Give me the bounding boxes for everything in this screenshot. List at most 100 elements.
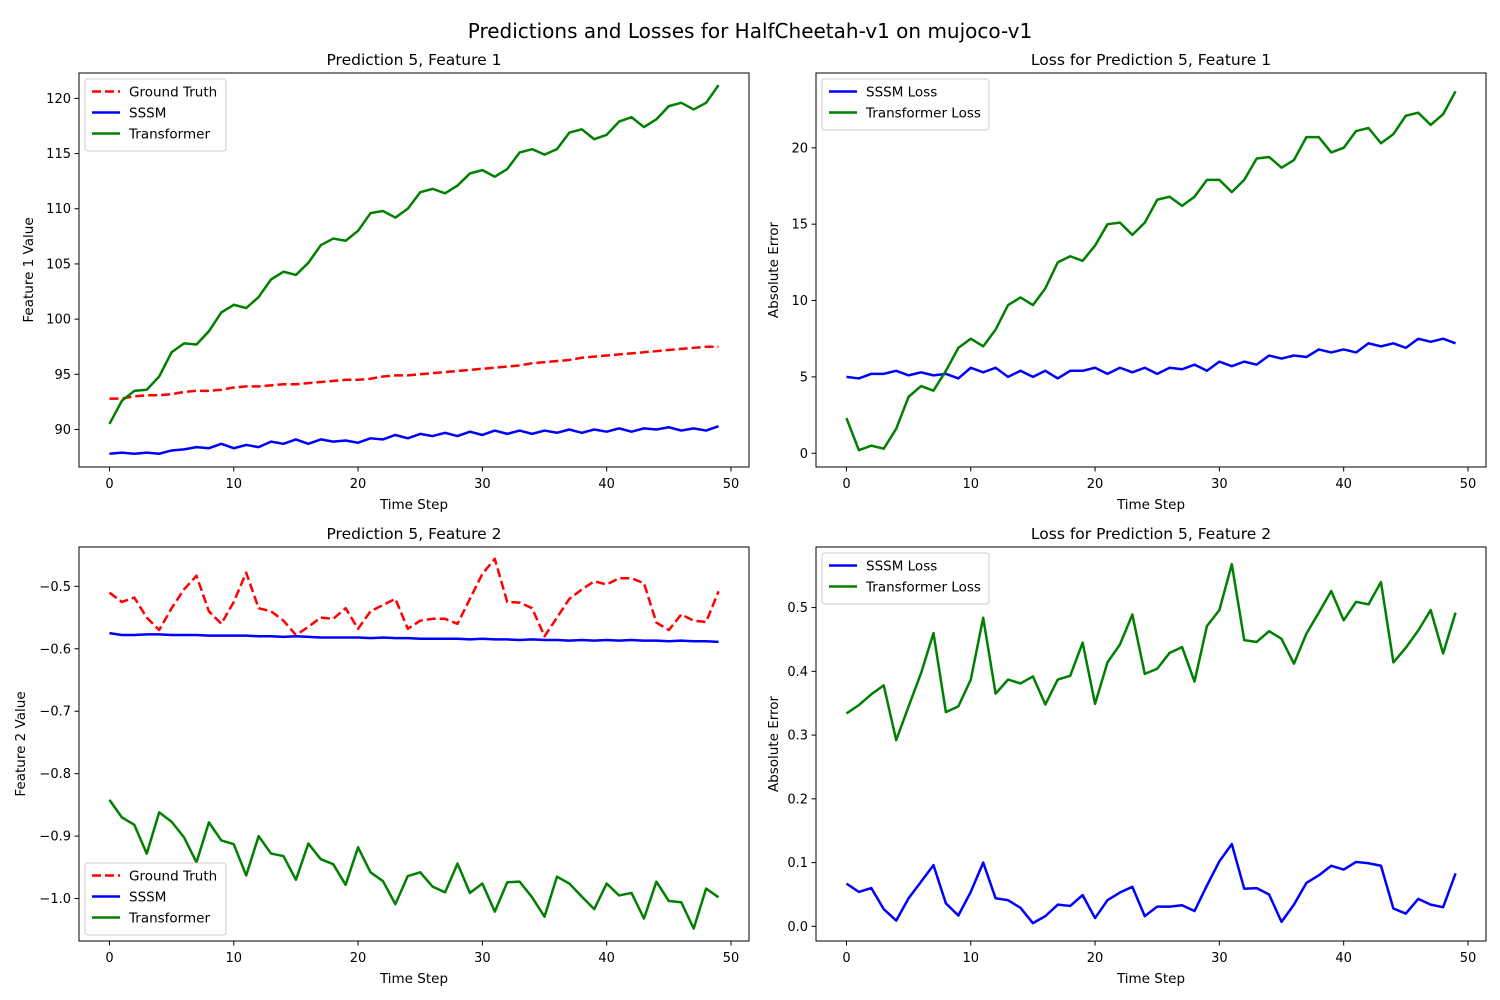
- y-tick-label: −1.0: [39, 892, 71, 907]
- legend-label: Transformer Loss: [865, 580, 981, 596]
- y-tick-label: 10: [791, 294, 808, 309]
- x-tick-label: 50: [723, 951, 740, 966]
- y-tick-label: 20: [791, 141, 808, 156]
- y-tick-label: 5: [800, 370, 808, 385]
- x-axis-label: Time Step: [379, 971, 448, 987]
- series-line-sssm-loss: [846, 337, 1456, 380]
- legend: SSSM Loss Transformer Loss: [821, 78, 990, 131]
- x-tick-label: 20: [1087, 951, 1104, 966]
- x-tick-label: 10: [225, 951, 242, 966]
- legend-label: SSSM: [129, 106, 166, 122]
- y-tick-label: 95: [54, 368, 71, 383]
- y-tick-label: −0.8: [39, 767, 71, 782]
- series-line-sssm: [109, 424, 719, 456]
- x-tick-label: 20: [350, 477, 367, 492]
- chart-title: Prediction 5, Feature 2: [326, 525, 501, 543]
- x-tick-label: 50: [1460, 477, 1477, 492]
- series-line-transformer-loss: [845, 90, 1457, 452]
- x-tick-label: 30: [474, 951, 491, 966]
- legend-box: [821, 552, 990, 605]
- legend-box: [84, 862, 227, 936]
- y-tick-label: 100: [46, 313, 71, 328]
- chart-panels: 0 10 20 30 40 509095100105110115120Prediction…: [13, 51, 1487, 987]
- plot-area: [816, 73, 1486, 467]
- chart-panel-1: 0 10 20 30 40 50 90 95 100 105 110 115 120 Prediction…: [21, 51, 750, 513]
- legend-label: SSSM: [129, 890, 166, 906]
- x-tick-label: 0: [105, 951, 113, 966]
- x-tick-label: 40: [598, 951, 615, 966]
- chart-title: Loss for Prediction 5, Feature 2: [1031, 525, 1271, 543]
- axes-frame: [78, 72, 750, 468]
- x-tick-label: 30: [1211, 951, 1228, 966]
- legend-label: Ground Truth: [129, 869, 217, 885]
- series-line-transformer: [108, 84, 720, 425]
- x-tick-label: 0: [105, 477, 113, 492]
- y-tick-label: −0.6: [39, 642, 71, 657]
- x-tick-label: 40: [1335, 477, 1352, 492]
- series-group: [108, 557, 720, 930]
- legend: Ground Truth SSSM Transformer: [84, 862, 227, 936]
- legend-box: [821, 78, 990, 131]
- x-tick-label: 50: [1460, 951, 1477, 966]
- y-tick-label: 120: [46, 92, 71, 107]
- axes-frame: [815, 546, 1487, 942]
- x-tick-label: 30: [1211, 477, 1228, 492]
- series-line-transformer-loss: [845, 562, 1457, 742]
- y-axis-label: Feature 1 Value: [21, 217, 37, 322]
- x-tick-label: 10: [962, 951, 979, 966]
- series-line-transformer: [108, 799, 720, 930]
- series-group: [845, 562, 1457, 925]
- x-tick-label: 50: [723, 477, 740, 492]
- series-group: [845, 90, 1457, 452]
- legend-box: [84, 78, 227, 152]
- legend: SSSM Loss Transformer Loss: [821, 552, 990, 605]
- y-tick-label: −0.9: [39, 830, 71, 845]
- chart-panel-4: 0 10 20 30 40 50 0.0 0.1 0.2 0.3 0.4 0.5 Loss for Pr…: [766, 525, 1487, 987]
- x-tick-label: 0: [842, 951, 850, 966]
- y-tick-label: −0.5: [39, 580, 71, 595]
- x-axis-label: Time Step: [1116, 497, 1185, 513]
- axes-frame: [78, 546, 750, 942]
- legend: Ground Truth SSSM Transformer: [84, 78, 227, 152]
- x-tick-label: 40: [1335, 951, 1352, 966]
- y-tick-label: 0.5: [787, 601, 808, 616]
- chart-panel-2: 0 10 20 30 40 50 0 5 10 15 20 Loss for Prediction 5…: [766, 51, 1487, 513]
- y-tick-label: 0.3: [787, 729, 808, 744]
- axes-frame: [815, 72, 1487, 468]
- y-tick-label: 0.0: [787, 920, 808, 935]
- y-tick-label: 110: [46, 202, 71, 217]
- chart-title: Prediction 5, Feature 1: [326, 51, 501, 69]
- series-line-ground-truth: [108, 557, 720, 638]
- legend-label: Transformer: [128, 127, 210, 143]
- series-group: [108, 84, 720, 456]
- legend-label: Transformer: [128, 911, 210, 927]
- y-tick-label: 0: [800, 447, 808, 462]
- x-axis-label: Time Step: [379, 497, 448, 513]
- y-axis-label: Feature 2 Value: [13, 691, 29, 796]
- x-tick-label: 20: [1087, 477, 1104, 492]
- y-tick-label: 0.2: [787, 792, 808, 807]
- y-axis-label: Absolute Error: [766, 221, 782, 318]
- y-tick-label: 15: [791, 218, 808, 233]
- series-line-sssm-loss: [845, 842, 1457, 925]
- legend-label: Transformer Loss: [865, 106, 981, 122]
- legend-label: SSSM Loss: [866, 85, 937, 101]
- series-line-ground-truth: [109, 345, 719, 400]
- y-tick-label: 115: [46, 147, 71, 162]
- y-tick-label: 0.4: [787, 665, 808, 680]
- y-tick-label: 0.1: [787, 856, 808, 871]
- x-tick-label: 0: [842, 477, 850, 492]
- legend-label: Ground Truth: [129, 85, 217, 101]
- chart-panel-3: 0 10 20 30 40 50 −1.0 −0.9 −0.8 −0.7 −0.6 −0.5 Predi…: [13, 525, 750, 987]
- x-tick-label: 10: [225, 477, 242, 492]
- x-tick-label: 20: [350, 951, 367, 966]
- x-tick-label: 30: [474, 477, 491, 492]
- y-tick-label: −0.7: [39, 705, 71, 720]
- chart-title: Loss for Prediction 5, Feature 1: [1031, 51, 1271, 69]
- x-tick-label: 40: [598, 477, 615, 492]
- figure-title: Predictions and Losses for HalfCheetah-v…: [468, 19, 1033, 43]
- y-axis-label: Absolute Error: [766, 695, 782, 792]
- y-tick-label: 105: [46, 257, 71, 272]
- plot-area: [816, 547, 1486, 941]
- legend-label: SSSM Loss: [866, 559, 937, 575]
